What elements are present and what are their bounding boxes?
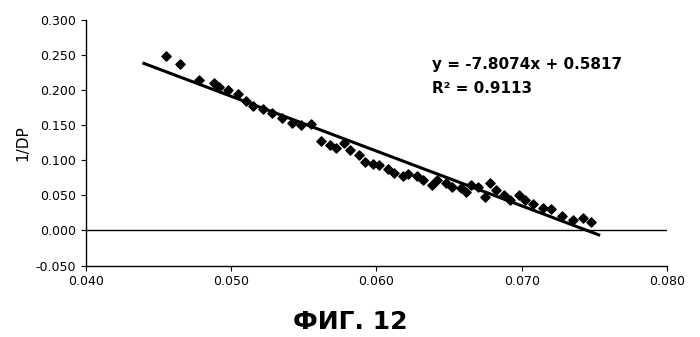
Point [538, 205, 549, 211]
Point [266, 110, 277, 115]
Point [316, 138, 327, 143]
Point [344, 147, 356, 153]
Point [240, 98, 251, 103]
Point [208, 81, 219, 86]
Text: ФИГ. 12: ФИГ. 12 [293, 310, 407, 334]
Point [354, 152, 365, 157]
Point [498, 193, 510, 198]
Point [389, 170, 400, 176]
Point [382, 166, 393, 172]
Point [432, 177, 443, 183]
Point [484, 180, 496, 185]
Point [397, 173, 408, 179]
Point [402, 172, 414, 177]
Point [426, 182, 438, 188]
Point [513, 193, 524, 198]
Point [577, 215, 588, 220]
Point [567, 217, 578, 223]
Point [174, 61, 186, 66]
Point [305, 121, 316, 126]
Point [295, 123, 307, 128]
Point [473, 184, 484, 190]
Point [545, 207, 557, 212]
Point [519, 197, 530, 203]
Point [339, 140, 350, 146]
Point [528, 201, 539, 207]
Point [490, 187, 501, 192]
Point [480, 194, 491, 200]
Point [276, 116, 288, 121]
Point [374, 162, 385, 168]
Point [359, 159, 370, 164]
Point [412, 173, 423, 179]
Point [586, 219, 597, 225]
Point [440, 180, 452, 185]
Text: y = -7.8074x + 0.5817: y = -7.8074x + 0.5817 [432, 57, 622, 72]
Point [505, 197, 516, 203]
Text: R² = 0.9113: R² = 0.9113 [432, 81, 532, 96]
Point [455, 186, 466, 191]
Point [324, 142, 335, 148]
Point [193, 77, 204, 82]
Point [232, 91, 244, 96]
Point [286, 120, 297, 126]
Point [214, 84, 225, 89]
Point [368, 161, 379, 166]
Point [247, 103, 258, 108]
Point [223, 88, 234, 93]
Point [330, 145, 342, 150]
Point [466, 182, 477, 188]
Point [258, 106, 269, 112]
Point [447, 184, 458, 190]
Point [160, 54, 172, 59]
Point [461, 189, 472, 194]
Point [417, 177, 428, 183]
Y-axis label: 1/DP: 1/DP [15, 125, 30, 161]
Point [556, 214, 568, 219]
